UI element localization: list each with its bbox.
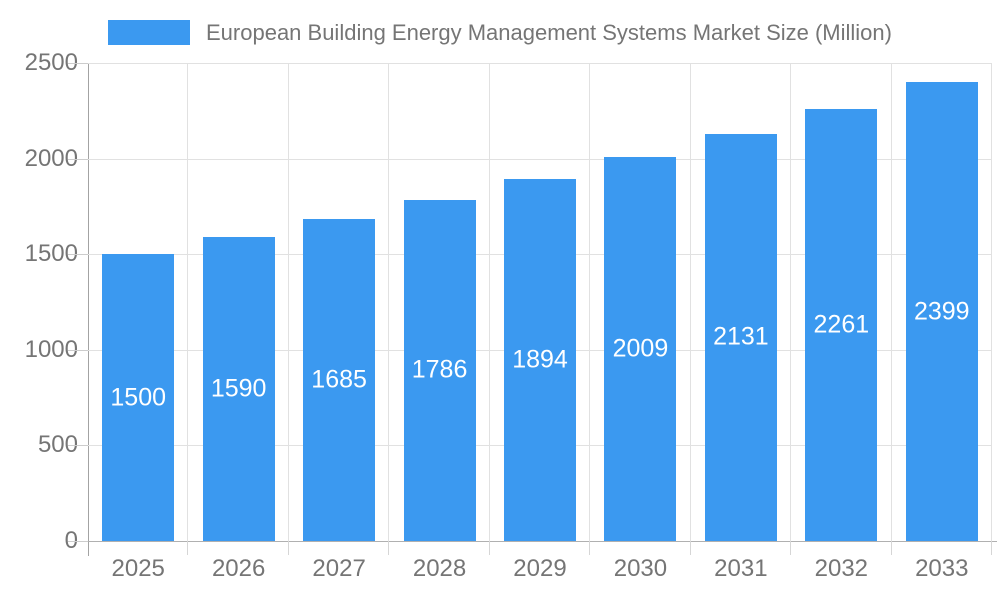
bar-2030[interactable] (604, 156, 677, 541)
y-axis-tick-mark (68, 445, 88, 447)
gridline-vertical (388, 63, 389, 541)
x-axis-tick-label: 2032 (814, 555, 869, 582)
gridline-vertical (790, 63, 791, 541)
bar-2029[interactable] (504, 178, 576, 541)
bar-value-label: 1786 (411, 355, 468, 384)
x-axis-tick-mark (288, 541, 289, 555)
gridline-horizontal (88, 63, 992, 64)
x-axis-tick-mark (589, 541, 590, 555)
gridline-vertical (991, 63, 992, 541)
bar-value-label: 1894 (512, 345, 568, 374)
gridline-vertical (288, 63, 289, 541)
y-axis-line (88, 63, 89, 556)
x-axis-tick-mark (489, 541, 490, 555)
y-axis-tick-label: 500 (37, 431, 78, 459)
bar-2026[interactable] (202, 236, 275, 541)
bar-2033[interactable] (905, 82, 978, 541)
x-axis-tick-label: 2028 (412, 555, 467, 582)
x-axis-tick-mark (790, 541, 791, 555)
x-axis-tick-label: 2025 (111, 555, 165, 582)
x-axis-tick-label: 2033 (915, 555, 969, 582)
x-axis-tick-mark (891, 541, 892, 555)
x-axis-line (88, 541, 997, 542)
y-axis-tick-label: 2500 (24, 49, 78, 76)
bar-2025[interactable] (102, 254, 175, 541)
x-axis-tick-label: 2026 (211, 555, 266, 582)
bar-value-label: 1685 (311, 365, 367, 394)
y-axis-tick-label: 0 (64, 527, 78, 554)
y-axis-tick-mark (68, 254, 88, 256)
legend-item[interactable]: European Building Energy Management Syst… (0, 20, 1000, 45)
x-axis-tick-label: 2030 (613, 555, 668, 582)
x-axis-tick-mark (991, 541, 992, 555)
y-axis-tick-mark (68, 158, 88, 160)
y-axis-tick-label: 2000 (24, 144, 78, 172)
legend-label: European Building Energy Management Syst… (206, 20, 892, 45)
bar-value-label: 1590 (210, 374, 267, 403)
bar-value-label: 1500 (110, 383, 167, 412)
bar-2031[interactable] (704, 133, 777, 541)
y-axis-tick-label: 1500 (24, 240, 78, 268)
gridline-vertical (489, 63, 490, 541)
y-axis-tick-mark (68, 541, 88, 542)
x-axis-tick-mark (690, 541, 691, 555)
bar-value-label: 2131 (713, 322, 769, 351)
x-axis-tick-mark (388, 541, 389, 555)
y-axis-tick-label: 1000 (24, 335, 78, 363)
x-axis-tick-mark (187, 541, 188, 555)
bar-2032[interactable] (805, 108, 878, 541)
x-axis-tick-label: 2027 (312, 555, 366, 582)
gridline-vertical (891, 63, 892, 541)
gridline-vertical (690, 63, 691, 541)
legend-swatch (108, 20, 190, 45)
bar-value-label: 2399 (913, 297, 970, 326)
bar-2028[interactable] (403, 199, 476, 541)
bar-value-label: 2009 (612, 334, 669, 363)
x-axis-tick-label: 2029 (513, 555, 567, 582)
bar-2027[interactable] (303, 218, 376, 541)
y-axis-tick-mark (68, 63, 88, 64)
bar-value-label: 2261 (813, 310, 870, 339)
gridline-vertical (589, 63, 590, 541)
gridline-horizontal (88, 158, 992, 160)
plot-area: 1500 1590 1685 1786 1894 2009 2131 2261 2399 (88, 63, 992, 541)
gridline-vertical (187, 63, 188, 541)
x-axis-tick-label: 2031 (714, 555, 768, 582)
y-axis-tick-mark (68, 349, 88, 351)
